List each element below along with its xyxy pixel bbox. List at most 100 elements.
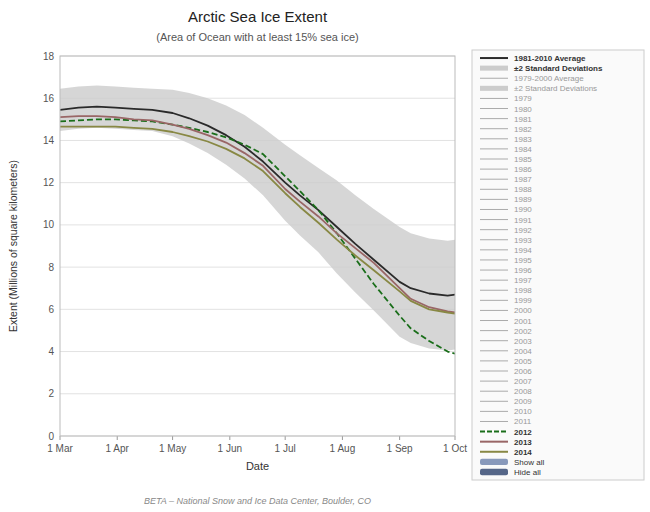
tick-label: 1 Jul: [275, 443, 296, 454]
legend-label: 1984: [514, 145, 532, 154]
legend-label: 1989: [514, 195, 532, 204]
legend-label: 2002: [514, 327, 532, 336]
tick-label: 18: [43, 51, 55, 62]
legend-swatch: [480, 57, 508, 59]
legend-swatch: [480, 98, 508, 99]
legend-swatch: [480, 280, 508, 281]
line: [60, 107, 455, 296]
legend-label: 1991: [514, 216, 532, 225]
legend-swatch: [480, 229, 508, 230]
legend-label: 2008: [514, 387, 532, 396]
legend-swatch: [480, 209, 508, 210]
tick: [399, 436, 400, 440]
tick-label: 4: [48, 346, 54, 357]
legend-label: 1990: [514, 205, 532, 214]
legend-label: 2000: [514, 306, 532, 315]
legend-swatch: [480, 381, 508, 382]
legend-label: 1992: [514, 226, 532, 235]
grid-line: [60, 351, 455, 352]
tick: [455, 436, 456, 440]
legend-label: 1995: [514, 256, 532, 265]
legend-button-label: Show all: [514, 458, 544, 467]
legend-swatch: [480, 148, 508, 149]
legend-label: 1983: [514, 135, 532, 144]
legend-swatch: [480, 340, 508, 341]
legend-swatch: [480, 219, 508, 220]
legend-label: 2011: [514, 417, 532, 426]
grid-line: [60, 393, 455, 394]
legend-swatch: [480, 391, 508, 392]
legend-label: 1988: [514, 185, 532, 194]
legend-swatch: [480, 159, 508, 160]
legend-label: 2007: [514, 377, 532, 386]
tick-label: 1 Oct: [443, 443, 467, 454]
tick-label: 1 Sep: [387, 443, 414, 454]
legend-swatch: [480, 249, 508, 250]
chart: Arctic Sea Ice Extent (Area of Ocean with…: [0, 0, 650, 512]
tick: [229, 436, 230, 440]
legend-swatch: [480, 259, 508, 260]
title: Arctic Sea Ice Extent: [188, 8, 328, 25]
legend-label: 2001: [514, 317, 532, 326]
legend-label: 1981: [514, 115, 532, 124]
legend-swatch: [480, 290, 508, 291]
legend-swatch: [480, 371, 508, 372]
data: [60, 86, 455, 354]
plot-frame: [60, 56, 455, 436]
legend-button-label: Hide all: [514, 468, 541, 477]
background: [0, 0, 650, 512]
legend-swatch: [480, 360, 508, 361]
legend-swatch: [480, 86, 508, 91]
legend-label: 1998: [514, 286, 532, 295]
legend-label: 1979: [514, 94, 532, 103]
tick-label: 10: [43, 219, 55, 230]
tick-label: 1 Mar: [47, 443, 73, 454]
legend-label: 2009: [514, 397, 532, 406]
tick-label: 0: [48, 431, 54, 442]
legend-label: 2014: [514, 448, 532, 457]
y-axis-label: Extent (Millions of square kilometers): [7, 160, 19, 332]
tick-label: 16: [43, 93, 55, 104]
legend-label: 2006: [514, 367, 532, 376]
legend-label: 1981-2010 Average: [514, 54, 586, 63]
legend-label: 2004: [514, 347, 532, 356]
legend-label: 1997: [514, 276, 532, 285]
legend-label: 2013: [514, 438, 532, 447]
tick-label: 1 Jun: [218, 443, 242, 454]
legend-swatch: [480, 441, 508, 443]
subtitle: (Area of Ocean with at least 15% sea ice…: [156, 31, 358, 43]
legend-label: 2010: [514, 407, 532, 416]
legend-swatch: [480, 199, 508, 200]
tick-label: 12: [43, 177, 55, 188]
tick-label: 6: [48, 304, 54, 315]
legend-label: 1980: [514, 105, 532, 114]
legend-label: 1994: [514, 246, 532, 255]
line: [60, 116, 455, 312]
legend-swatch: [480, 239, 508, 240]
legend-swatch: [480, 411, 508, 412]
legend-label: 1987: [514, 175, 532, 184]
legend-swatch: [480, 78, 508, 79]
line: [60, 127, 455, 314]
legend-button: [480, 469, 508, 475]
legend-box: [472, 50, 644, 480]
tick: [60, 436, 61, 440]
tick: [285, 436, 286, 440]
legend-button: [480, 459, 508, 465]
legend-swatch: [480, 108, 508, 109]
legend-label: 1979-2000 Average: [514, 74, 584, 83]
footnote: BETA – National Snow and Ice Data Center…: [144, 496, 371, 506]
legend-label: 1985: [514, 155, 532, 164]
legend-swatch: [480, 66, 508, 71]
x-axis-label: Date: [246, 460, 269, 472]
tick: [172, 436, 173, 440]
legend-label: 2012: [514, 428, 532, 437]
legend-label: 1996: [514, 266, 532, 275]
tick-label: 2: [48, 388, 54, 399]
tick: [117, 436, 118, 440]
legend-swatch: [480, 310, 508, 311]
legend-label: 2003: [514, 337, 532, 346]
legend-swatch: [480, 350, 508, 351]
legend-label: 1986: [514, 165, 532, 174]
legend: 1981-2010 Average±2 Standard Deviations1…: [472, 50, 644, 480]
